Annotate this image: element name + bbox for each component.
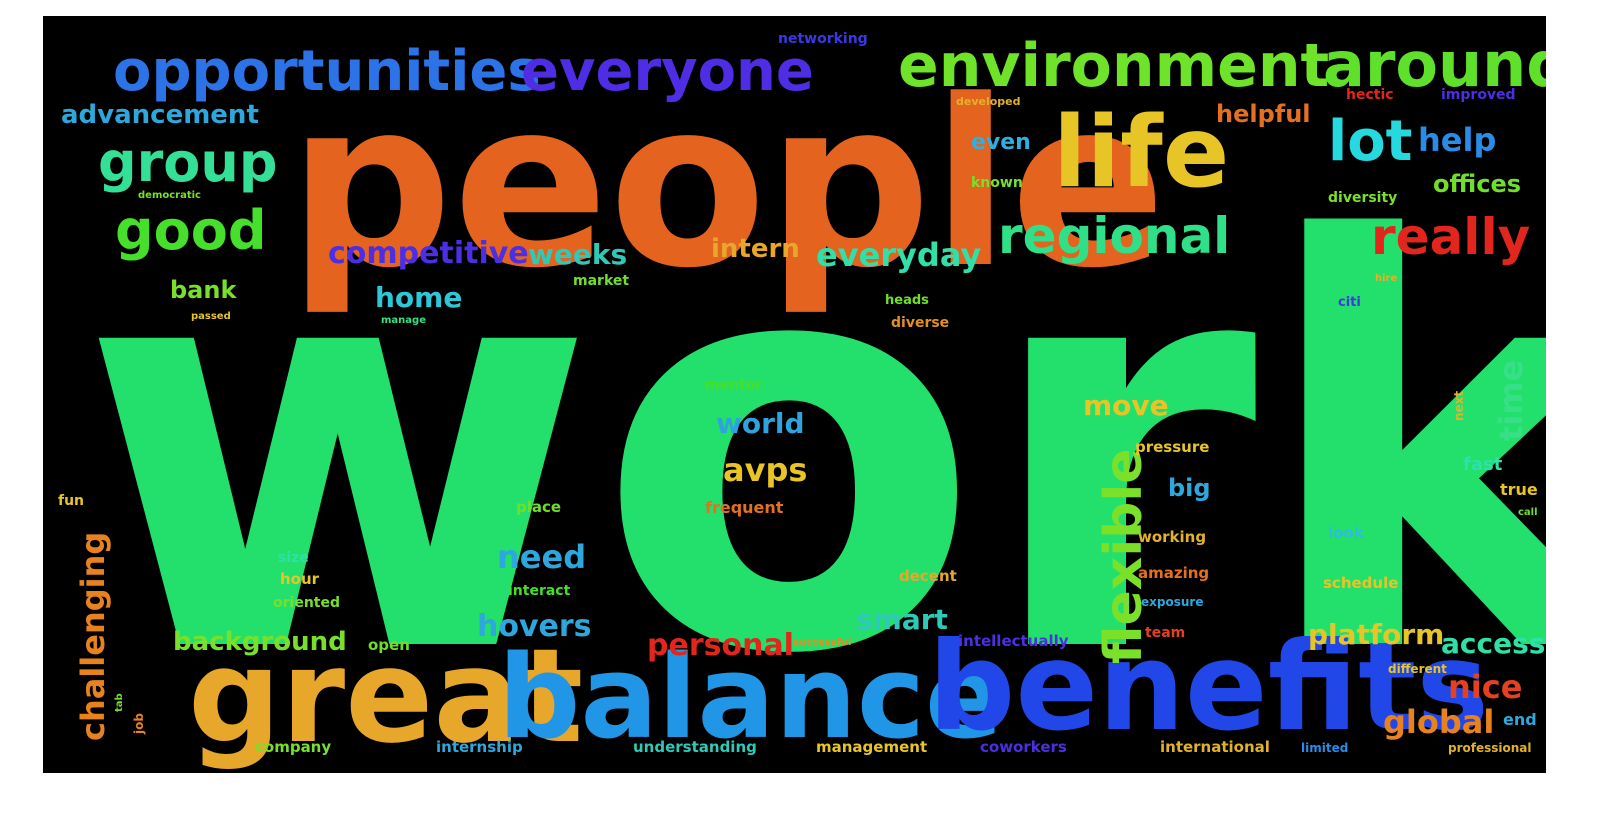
- word-frequent: frequent: [705, 498, 784, 517]
- word-limited: limited: [1301, 741, 1349, 755]
- word-passed: passed: [191, 311, 231, 322]
- word-hire: hire: [1375, 273, 1398, 284]
- word-global: global: [1383, 703, 1495, 741]
- word-challenging: challenging: [74, 531, 112, 741]
- word-weeks: weeks: [528, 238, 628, 271]
- word-size: size: [278, 550, 309, 566]
- word-working: working: [1138, 528, 1207, 546]
- word-call: call: [1518, 507, 1538, 518]
- word-exposure: exposure: [1141, 595, 1204, 609]
- word-hectic: hectic: [1346, 87, 1394, 103]
- word-internship: internship: [436, 738, 523, 756]
- word-understanding: understanding: [633, 738, 757, 756]
- word-big: big: [1168, 474, 1211, 502]
- word-great: great: [188, 620, 584, 772]
- word-bank: bank: [170, 276, 237, 304]
- word-true: true: [1500, 480, 1538, 499]
- word-job: job: [132, 713, 146, 734]
- word-platform: platform: [1308, 618, 1445, 651]
- word-nice: nice: [1448, 668, 1523, 706]
- word-intern: intern: [711, 234, 800, 264]
- word-even: even: [971, 130, 1031, 155]
- word-oriented: oriented: [273, 595, 340, 611]
- word-lot: lot: [1328, 109, 1413, 174]
- word-really: really: [1371, 208, 1531, 266]
- word-access: access: [1441, 627, 1546, 660]
- word-amazing: amazing: [1138, 564, 1210, 582]
- word-people: people: [288, 52, 1167, 319]
- word-need: need: [497, 538, 587, 576]
- word-interact: interact: [508, 583, 571, 599]
- word-advancement: advancement: [61, 100, 259, 130]
- word-time: time: [1492, 359, 1530, 441]
- word-open: open: [368, 636, 410, 654]
- word-successful: successful: [793, 637, 852, 648]
- word-around: around: [1323, 28, 1546, 101]
- word-fast: fast: [1463, 454, 1503, 475]
- word-known: known: [971, 175, 1023, 191]
- word-look: look: [1328, 524, 1364, 542]
- word-work: work: [79, 125, 1546, 773]
- word-tab: tab: [114, 693, 125, 712]
- word-opportunities: opportunities: [113, 39, 541, 104]
- word-everyday: everyday: [816, 236, 982, 274]
- word-heads: heads: [885, 293, 929, 308]
- word-mentor: mentor: [705, 377, 763, 393]
- word-group: group: [98, 131, 278, 194]
- word-different: different: [1388, 662, 1447, 676]
- word-good: good: [115, 199, 267, 262]
- word-benefits: benefits: [928, 616, 1490, 758]
- word-place: place: [516, 498, 562, 516]
- word-life: life: [1053, 96, 1230, 210]
- word-background: background: [173, 627, 347, 657]
- word-world: world: [716, 407, 805, 440]
- word-avps: avps: [723, 451, 808, 489]
- word-networking: networking: [778, 31, 868, 47]
- word-flexible: flexible: [1094, 448, 1154, 665]
- word-hovers: hovers: [477, 609, 592, 644]
- word-decent: decent: [899, 567, 957, 585]
- word-regional: regional: [998, 207, 1231, 265]
- word-manage: manage: [381, 315, 426, 326]
- word-professional: professional: [1448, 741, 1532, 755]
- word-democratic: democratic: [138, 190, 201, 201]
- word-pressure: pressure: [1135, 438, 1210, 456]
- word-helpful: helpful: [1216, 100, 1311, 128]
- word-market: market: [573, 273, 630, 289]
- word-fun: fun: [58, 493, 85, 509]
- word-environment: environment: [898, 31, 1330, 101]
- word-competitive: competitive: [328, 236, 529, 271]
- word-improved: improved: [1441, 87, 1516, 103]
- word-next: next: [1452, 390, 1466, 421]
- word-international: international: [1160, 738, 1270, 756]
- word-intellectually: intellectually: [958, 632, 1069, 650]
- word-smart: smart: [856, 603, 948, 636]
- word-coworkers: coworkers: [980, 738, 1067, 756]
- word-cloud: work people great balance benefits life …: [43, 16, 1546, 773]
- word-hour: hour: [280, 570, 320, 588]
- word-developed: developed: [956, 95, 1021, 108]
- word-everyone: everyone: [521, 39, 814, 104]
- word-personal: personal: [647, 628, 794, 663]
- word-end: end: [1503, 710, 1537, 729]
- word-management: management: [816, 738, 928, 756]
- word-team: team: [1145, 625, 1186, 641]
- word-company: company: [255, 738, 332, 756]
- word-move: move: [1083, 389, 1169, 422]
- word-balance: balance: [498, 631, 1003, 765]
- word-help: help: [1418, 121, 1497, 159]
- word-home: home: [375, 281, 463, 314]
- word-schedule: schedule: [1323, 574, 1399, 592]
- word-diverse: diverse: [891, 315, 950, 331]
- word-diversity: diversity: [1328, 190, 1398, 206]
- word-offices: offices: [1433, 170, 1522, 198]
- word-citi: citi: [1338, 295, 1361, 310]
